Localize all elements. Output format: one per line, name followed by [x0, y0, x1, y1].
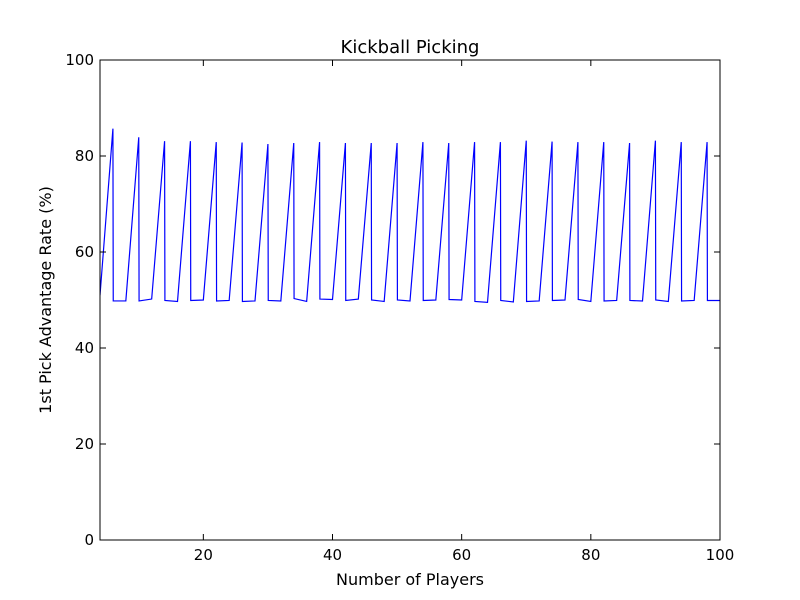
x-axis-title: Number of Players	[336, 570, 484, 589]
y-tick-label-20: 20	[75, 435, 94, 453]
x-tick-label-100: 100	[706, 546, 735, 564]
y-axis-title: 1st Pick Advantage Rate (%)	[36, 186, 55, 414]
y-tick-label-0: 0	[84, 531, 94, 549]
x-tick-label-20: 20	[194, 546, 213, 564]
y-tick-label-80: 80	[75, 147, 94, 165]
y-tick-label-60: 60	[75, 243, 94, 261]
plot-frame	[99, 59, 721, 541]
chart-title: Kickball Picking	[341, 37, 480, 58]
series-line-1	[100, 128, 720, 304]
x-tick-label-60: 60	[452, 546, 471, 564]
y-tick-label-40: 40	[75, 339, 94, 357]
x-tick-label-80: 80	[581, 546, 600, 564]
y-tick-label-100: 100	[65, 51, 94, 69]
x-tick-label-40: 40	[323, 546, 342, 564]
plot-area: 20 40 60 80 100 0 20 40 60 80 100	[65, 51, 734, 564]
